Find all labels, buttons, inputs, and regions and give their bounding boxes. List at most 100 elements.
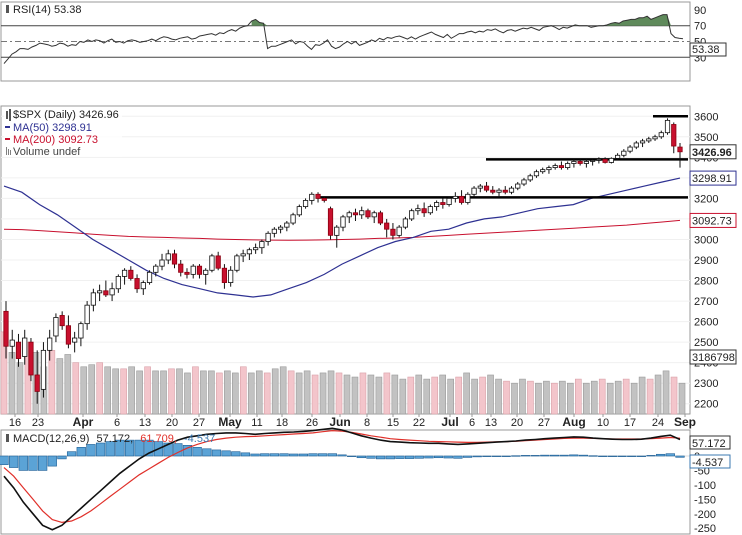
candle — [184, 268, 190, 279]
macd-histogram-bar — [144, 439, 154, 457]
volume-bar — [582, 382, 590, 415]
candle — [477, 184, 483, 193]
volume-bar — [471, 378, 478, 415]
candle-up — [296, 206, 302, 216]
candle — [246, 247, 252, 260]
signal-value: 61.709, — [140, 433, 177, 445]
candle — [321, 196, 327, 203]
volume-bar — [279, 366, 287, 415]
candle — [284, 220, 290, 232]
volume-bar — [16, 362, 24, 415]
candle — [59, 311, 65, 330]
candle-down — [134, 278, 140, 290]
candle-up — [508, 187, 515, 193]
candle — [633, 140, 639, 150]
candle — [440, 198, 446, 209]
price-tags: 3426.96 3298.91 3092.73 3186798 — [689, 144, 737, 365]
volume-bar — [630, 382, 638, 415]
macd-histogram-bar — [66, 451, 77, 457]
candle — [140, 280, 146, 295]
macd-histogram-bar — [86, 444, 96, 457]
x-tick-label: Jul — [441, 415, 458, 429]
macd-histogram-bar — [443, 455, 453, 459]
volume-bar — [144, 366, 151, 415]
candle-down — [384, 222, 390, 230]
rsi-value-tag-label: 53.38 — [692, 44, 720, 56]
candle — [427, 204, 433, 215]
volume-bar — [335, 372, 343, 415]
price-tag-label: 3186798 — [692, 352, 735, 364]
volume-bar — [104, 366, 111, 415]
candle-up — [334, 226, 340, 236]
macd-histogram-bar — [656, 453, 666, 457]
macd-histogram-bar — [134, 439, 144, 457]
macd-legend: MACD(12,26,9) 57.172, 61.709, -4.537 — [6, 433, 215, 445]
candle — [402, 216, 409, 230]
candle — [515, 181, 521, 191]
rsi-grid — [1, 25, 690, 58]
candle-up — [533, 171, 540, 177]
macd-histogram-bar — [269, 453, 280, 457]
macd-histogram-bar — [549, 454, 560, 457]
candle — [583, 159, 589, 168]
volume-bar — [359, 372, 367, 415]
volume-bar — [678, 382, 686, 415]
macd-histogram-bar — [28, 455, 38, 471]
volume-bar — [200, 370, 207, 415]
candle — [28, 338, 34, 382]
candle — [664, 118, 671, 135]
price-tag-box — [689, 212, 737, 228]
candle-up — [340, 216, 346, 228]
rsi-legend: RSI(14) 53.38 — [6, 4, 81, 16]
candle — [178, 260, 184, 277]
candle — [290, 212, 296, 226]
rsi-title: RSI(14) 53.38 — [13, 4, 81, 16]
candle-up — [109, 288, 115, 296]
macd-line — [3, 427, 681, 531]
macd-histogram-bar — [617, 455, 627, 457]
macd-histogram-bar — [540, 454, 550, 457]
macd-histogram-bar — [646, 455, 656, 457]
volume-bar — [455, 376, 462, 415]
volume-bar — [192, 366, 199, 415]
macd-histogram-bar — [559, 454, 569, 457]
macd-histogram-bar — [124, 439, 135, 457]
volume-bar — [160, 370, 167, 415]
price-tag: 3186798 — [689, 349, 737, 365]
candle — [483, 181, 490, 193]
candle — [65, 315, 72, 349]
candle — [203, 268, 209, 285]
macd-signal-line — [3, 429, 681, 524]
candle — [240, 249, 246, 263]
macd-histogram-bar — [462, 455, 473, 458]
macd-histogram-bar — [202, 448, 212, 457]
macd-tick-label: -250 — [694, 523, 716, 535]
volume-bar — [503, 380, 510, 415]
candle — [590, 159, 596, 166]
x-tick-label: 11 — [251, 417, 262, 429]
macd-histogram-bar — [231, 451, 241, 457]
macd-histogram-bar — [327, 453, 337, 457]
volume-bar — [511, 382, 518, 415]
x-tick-label: Apr — [73, 415, 94, 429]
candle-up — [583, 161, 589, 164]
x-tick-label: 20 — [166, 417, 178, 429]
candle-down — [65, 325, 72, 345]
macd-tick-label: -150 — [694, 494, 716, 506]
candle — [577, 159, 583, 166]
candle-down — [34, 374, 40, 392]
macd-histogram-bar — [347, 455, 357, 457]
macd-histogram-bar — [57, 455, 67, 460]
macd-y-axis: 500-50-100-150-200-250 — [694, 437, 716, 535]
macd-histogram-bar — [453, 455, 463, 459]
ma50-line — [3, 177, 681, 298]
macd-histogram-bar — [414, 455, 424, 459]
macd-value: 57.172, — [96, 433, 133, 445]
candle — [409, 208, 415, 221]
volume-bar — [662, 370, 670, 415]
x-tick-label: 8 — [364, 417, 370, 429]
volume-bar — [319, 372, 327, 415]
candle — [115, 274, 121, 293]
macd-tag-label: -4.537 — [692, 457, 723, 469]
macd-histogram-bar — [18, 455, 28, 471]
